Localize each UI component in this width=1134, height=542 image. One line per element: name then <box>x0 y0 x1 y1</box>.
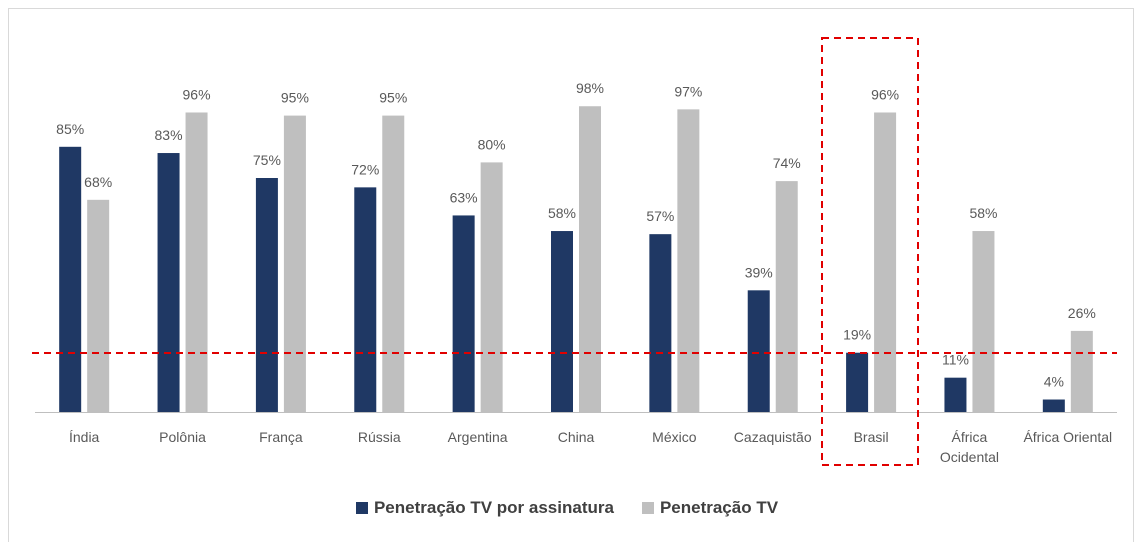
bar <box>579 106 601 413</box>
bar <box>649 234 672 412</box>
x-tick-label: Polônia <box>159 429 206 445</box>
bar <box>382 115 405 412</box>
data-label: 63% <box>450 189 478 205</box>
data-label: 39% <box>745 264 773 280</box>
bar <box>157 153 180 413</box>
legend-label: Penetração TV <box>659 498 779 517</box>
highlight-box <box>821 37 919 466</box>
data-label: 95% <box>379 90 407 106</box>
x-tick-label: Argentina <box>447 429 508 445</box>
legend-item: Penetração TV <box>641 498 779 518</box>
x-tick-label: Cazaquistão <box>733 429 812 445</box>
bar <box>354 187 377 412</box>
bar <box>846 352 869 412</box>
bar <box>185 112 208 412</box>
data-label: 57% <box>646 208 674 224</box>
data-label: 4% <box>1044 374 1064 390</box>
x-tick-label: África Oriental <box>1023 429 1113 445</box>
bar <box>972 231 995 412</box>
data-label: 68% <box>84 174 112 190</box>
bar <box>775 181 798 412</box>
x-tick-label: África Ocidental <box>939 429 1000 465</box>
legend-swatch <box>355 502 368 514</box>
legend-label: Penetração TV por assinatura <box>373 498 614 517</box>
bar <box>551 231 573 412</box>
x-tick-label: Rússia <box>357 429 401 445</box>
bar <box>480 162 503 412</box>
data-label: 95% <box>281 90 309 106</box>
x-tick-label: China <box>557 429 595 445</box>
data-label: 75% <box>253 152 281 168</box>
bar <box>747 290 770 412</box>
bar <box>255 178 278 412</box>
data-label: 83% <box>155 127 183 143</box>
bar <box>59 146 82 413</box>
bar <box>874 112 897 412</box>
data-label: 58% <box>969 205 997 221</box>
bar <box>452 215 475 412</box>
bar <box>677 109 700 413</box>
data-label: 58% <box>548 205 576 221</box>
legend: Penetração TV por assinatura Penetração T… <box>0 498 1134 518</box>
data-label: 85% <box>56 121 84 137</box>
legend-item: Penetração TV por assinatura <box>355 498 614 518</box>
data-label: 80% <box>478 136 506 152</box>
data-label: 96% <box>871 86 899 102</box>
data-label: 11% <box>942 352 969 368</box>
bar <box>944 377 967 412</box>
bar <box>1042 399 1065 412</box>
data-label: 72% <box>351 161 379 177</box>
data-label: 19% <box>843 327 871 343</box>
bar <box>87 199 110 412</box>
data-label: 98% <box>576 80 604 96</box>
legend-swatch <box>641 502 654 514</box>
data-label: 74% <box>773 155 801 171</box>
data-label: 97% <box>674 83 702 99</box>
bar <box>1070 330 1093 412</box>
bar <box>283 115 306 412</box>
x-tick-label: México <box>652 429 697 445</box>
data-label: 26% <box>1068 305 1096 321</box>
data-label: 96% <box>183 86 211 102</box>
x-tick-label: Brasil <box>853 429 889 445</box>
x-tick-label: Índia <box>68 429 100 445</box>
x-tick-label: França <box>259 429 303 445</box>
